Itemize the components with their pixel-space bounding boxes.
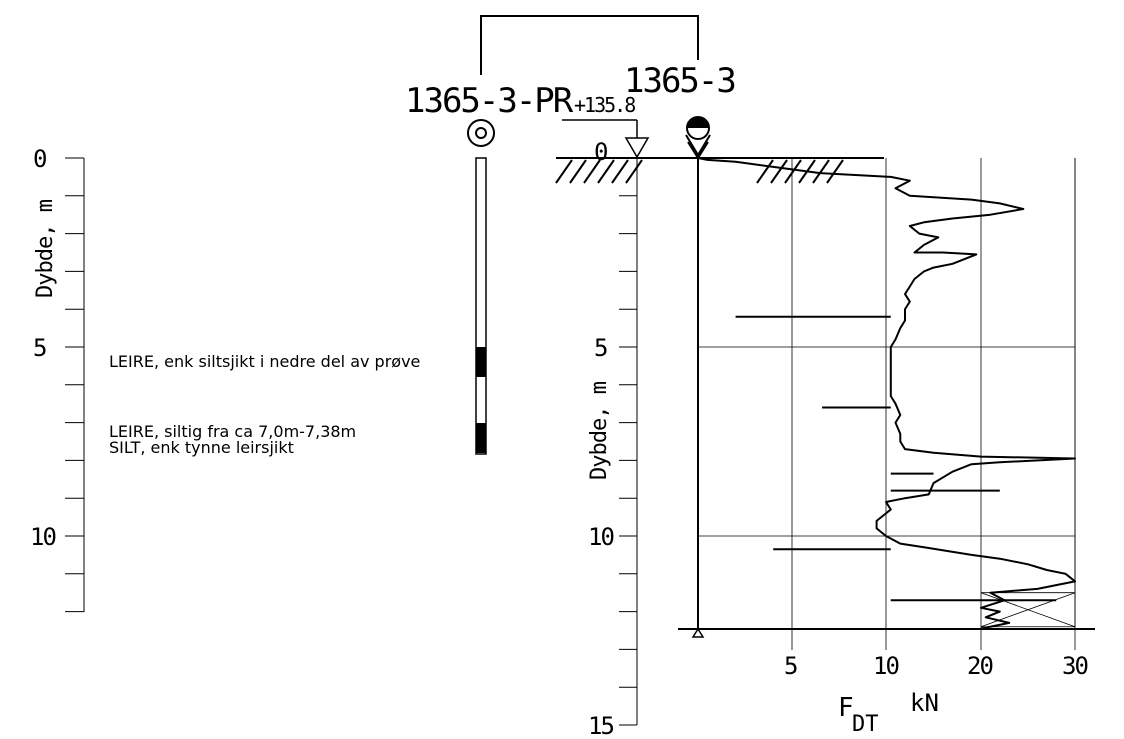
force-axis-label-subscript: DT — [852, 712, 879, 737]
right-depth-axis — [619, 157, 638, 726]
force-tick-label-20: 20 — [967, 652, 992, 680]
stop-depth-marker-icon — [691, 627, 705, 638]
ground-level-marker-icon — [562, 119, 650, 159]
hatch-stroke — [770, 159, 788, 184]
sample-column — [475, 157, 487, 455]
right-tick-label-15: 15 — [588, 712, 613, 739]
force-axis-label: F — [838, 693, 854, 723]
right-tick-label-0: 0 — [594, 138, 608, 166]
hatch-stroke — [583, 159, 601, 184]
hatch-stroke — [826, 159, 844, 184]
hatch-stroke — [625, 159, 643, 184]
hatch-stroke — [812, 159, 830, 184]
force-curve-line — [697, 157, 1076, 630]
right-tick-label-5: 5 — [594, 334, 608, 362]
sample-description-1: LEIRE, enk siltsjikt i nedre del av prøv… — [109, 352, 420, 371]
sample-description-2: LEIRE, siltig fra ca 7,0m-7,38m — [109, 422, 356, 441]
hatch-stroke — [611, 159, 629, 184]
sample-borehole-icon — [467, 119, 495, 147]
right-tick-label-10: 10 — [588, 523, 613, 551]
force-axis-unit: kN — [910, 689, 939, 717]
sample-interval-2 — [476, 423, 486, 453]
left-tick-label-0: 0 — [33, 145, 47, 173]
force-cross-zone — [980, 592, 1076, 628]
hatch-stroke — [756, 159, 774, 184]
force-tick-label-30: 30 — [1062, 652, 1087, 680]
left-depth-axis — [65, 157, 85, 613]
sample-interval-1 — [476, 347, 486, 377]
hatch-stroke — [784, 159, 802, 184]
left-axis-label: Dybde, m — [33, 199, 58, 298]
force-tick-label-5: 5 — [784, 652, 798, 680]
borehole-connector — [480, 15, 699, 75]
ground-level-elevation: +135.8 — [574, 93, 635, 117]
sounding-borehole-icon — [685, 116, 711, 160]
plot-grid — [698, 158, 1076, 650]
hatch-stroke — [555, 159, 573, 184]
left-tick-label-5: 5 — [33, 334, 47, 362]
ground-hatch-icon — [555, 159, 844, 184]
sample-borehole-id: 1365-3-PR — [405, 81, 574, 121]
sounding-borehole-id: 1365-3 — [624, 61, 735, 101]
hatch-stroke — [569, 159, 587, 184]
sample-description-3: SILT, enk tynne leirsjikt — [109, 438, 294, 457]
hatch-stroke — [597, 159, 615, 184]
right-axis-label: Dybde, m — [587, 381, 612, 480]
force-curve — [697, 157, 1076, 630]
left-tick-label-10: 10 — [30, 523, 55, 551]
force-tick-label-10: 10 — [873, 652, 898, 680]
